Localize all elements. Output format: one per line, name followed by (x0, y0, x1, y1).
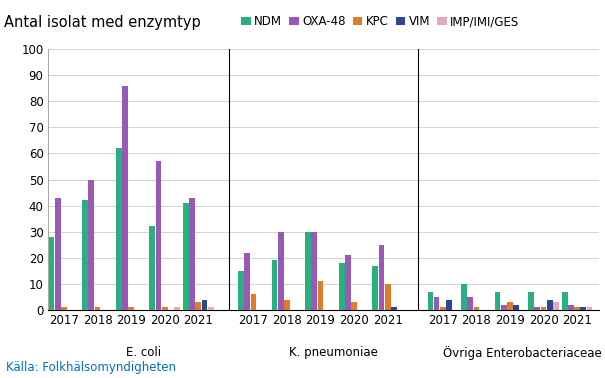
Bar (501, 305, 506, 310)
Bar (116, 148, 122, 310)
Text: Övriga Enterobacteriaceae: Övriga Enterobacteriaceae (443, 346, 602, 360)
Legend: NDM, OXA-48, KPC, VIM, IMP/IMI/GES: NDM, OXA-48, KPC, VIM, IMP/IMI/GES (241, 15, 520, 28)
Bar (434, 297, 439, 310)
Bar (61, 307, 67, 310)
Bar (495, 292, 500, 310)
Bar (244, 253, 250, 310)
Bar (514, 305, 519, 310)
Bar (467, 297, 473, 310)
Bar (385, 284, 391, 310)
Bar (345, 255, 351, 310)
Bar (278, 232, 284, 310)
Bar (391, 307, 397, 310)
Bar (587, 307, 592, 310)
Bar (379, 245, 384, 310)
Bar (95, 307, 100, 310)
Bar (162, 307, 168, 310)
Bar (122, 86, 128, 310)
Bar (312, 232, 317, 310)
Bar (562, 292, 567, 310)
Text: Antal isolat med enzymtyp: Antal isolat med enzymtyp (4, 15, 201, 30)
Bar (272, 260, 277, 310)
Bar (149, 226, 155, 310)
Bar (195, 302, 201, 310)
Bar (446, 299, 452, 310)
Bar (183, 203, 189, 310)
Bar (88, 180, 94, 310)
Bar (82, 200, 88, 310)
Bar (440, 307, 446, 310)
Bar (208, 307, 214, 310)
Bar (201, 299, 208, 310)
Bar (568, 305, 574, 310)
Bar (352, 302, 357, 310)
Bar (48, 237, 54, 310)
Bar (55, 198, 61, 310)
Text: Källa: Folkhälsomyndigheten: Källa: Folkhälsomyndigheten (6, 361, 176, 374)
Bar (189, 198, 195, 310)
Bar (580, 307, 586, 310)
Bar (547, 299, 552, 310)
Bar (339, 263, 344, 310)
Bar (284, 299, 290, 310)
Bar (461, 284, 467, 310)
Bar (528, 292, 534, 310)
Bar (238, 271, 244, 310)
Bar (534, 307, 540, 310)
Bar (128, 307, 134, 310)
Bar (174, 307, 180, 310)
Bar (372, 266, 378, 310)
Bar (507, 302, 513, 310)
Bar (553, 302, 559, 310)
Bar (541, 307, 546, 310)
Bar (428, 292, 433, 310)
Bar (474, 307, 479, 310)
Bar (305, 232, 311, 310)
Bar (318, 281, 324, 310)
Text: E. coli: E. coli (126, 346, 161, 359)
Bar (155, 161, 162, 310)
Bar (574, 307, 580, 310)
Text: K. pneumoniae: K. pneumoniae (289, 346, 378, 359)
Bar (250, 294, 257, 310)
